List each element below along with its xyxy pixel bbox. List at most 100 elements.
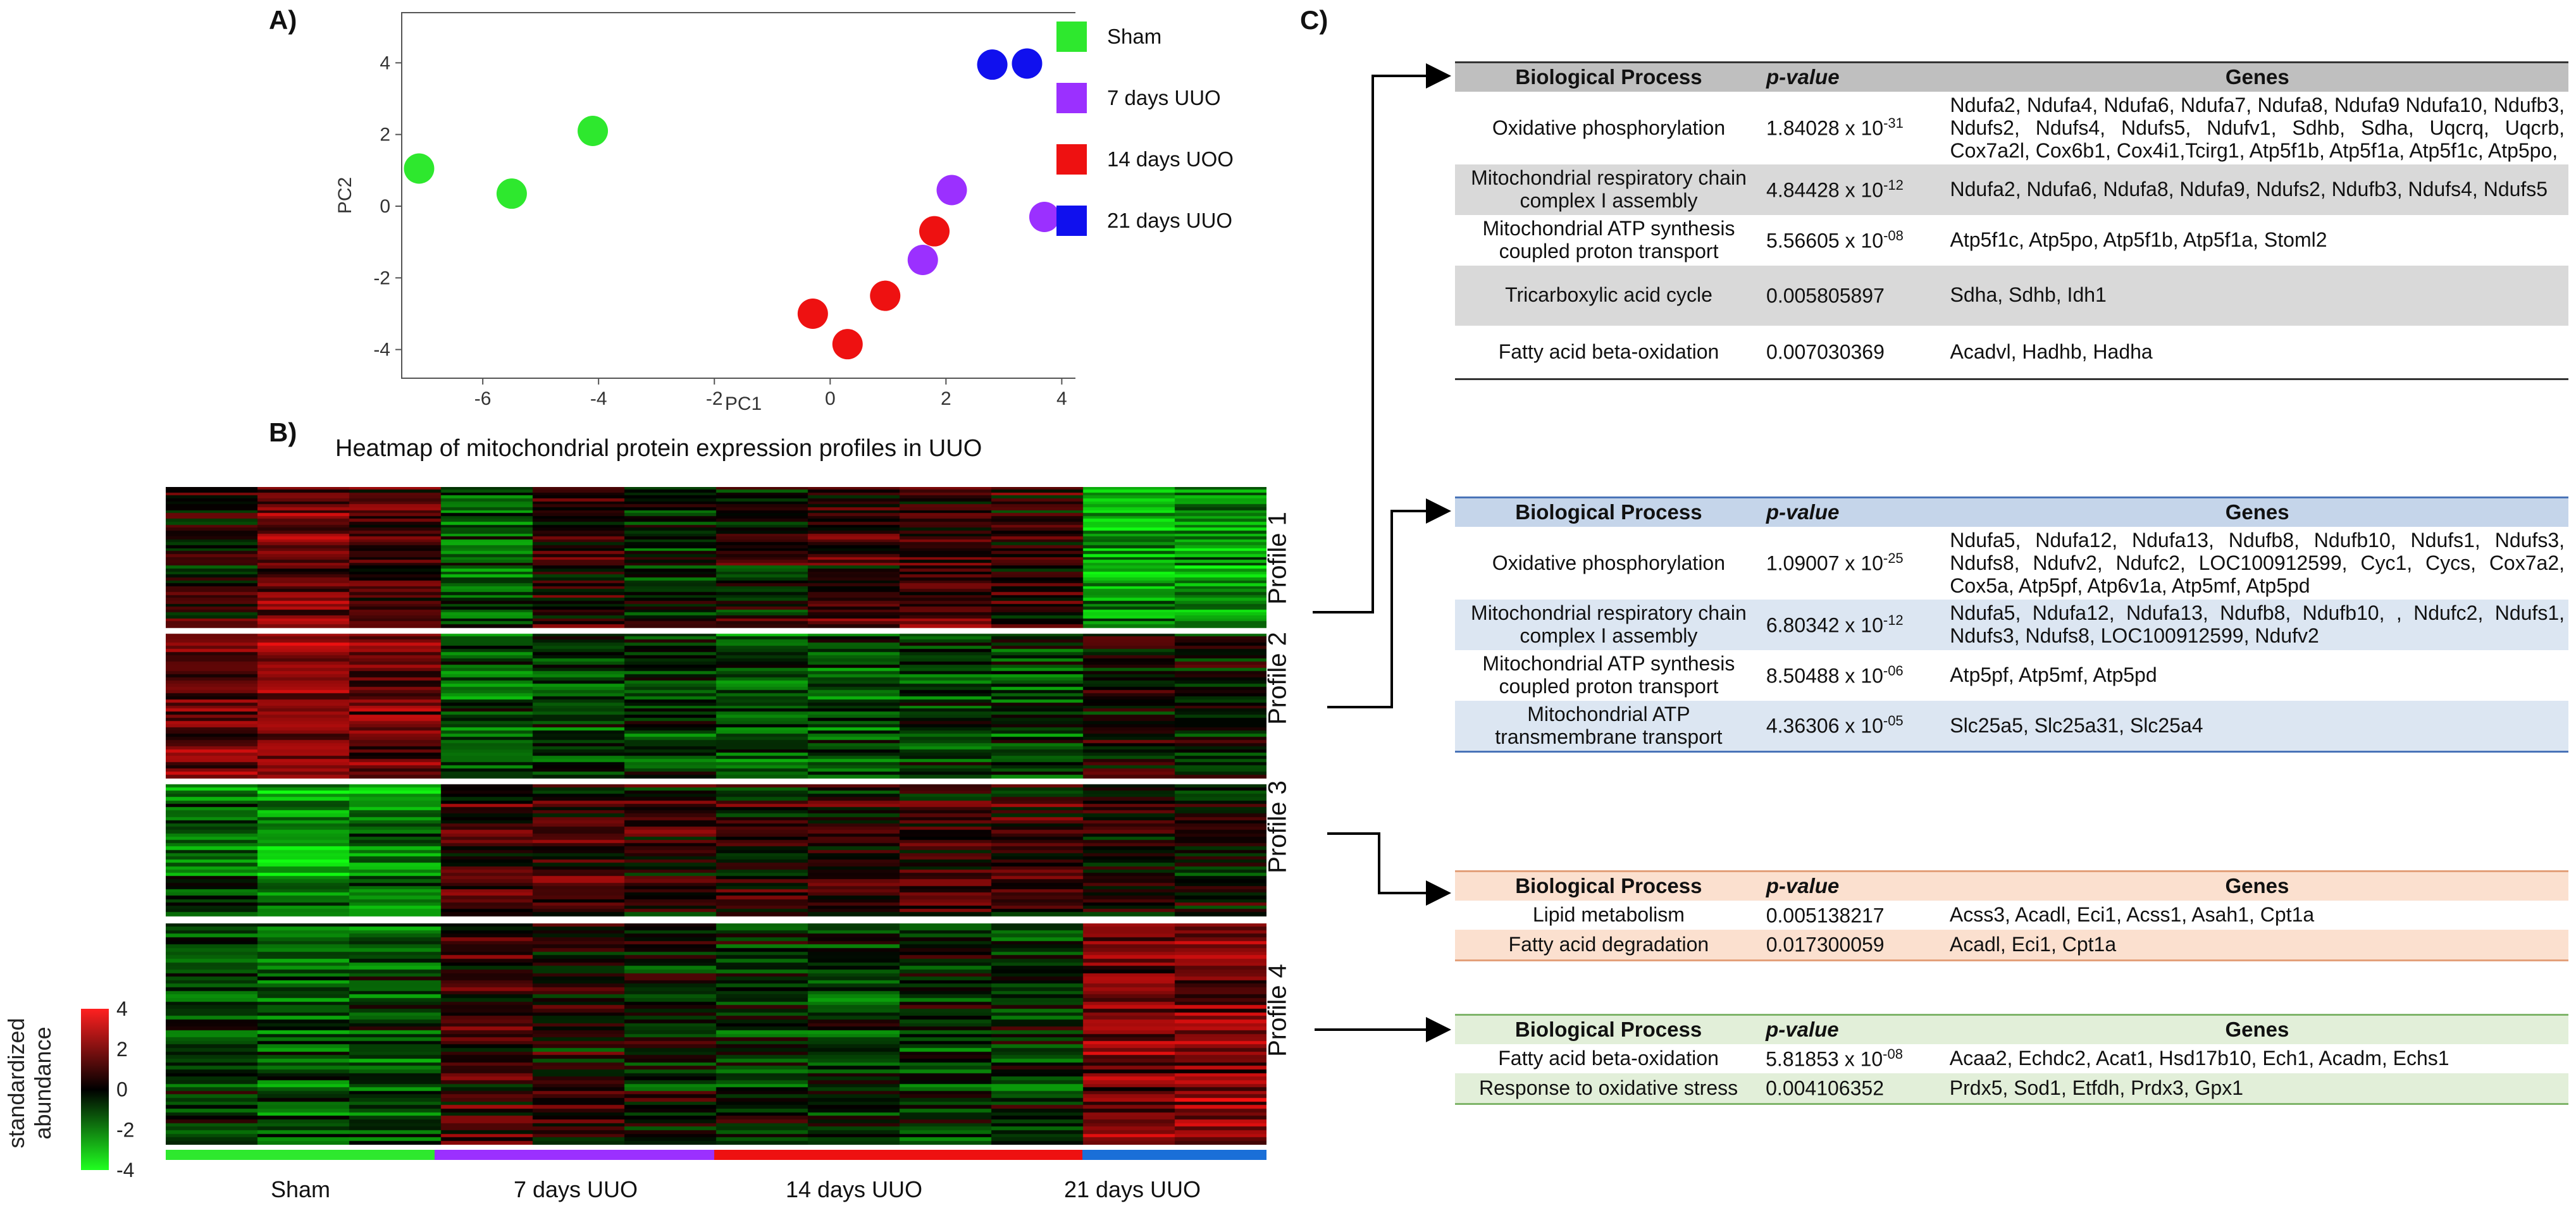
cell-genes: Atp5f1c, Atp5po, Atp5f1b, Atp5f1a, Stoml… <box>1950 228 2327 251</box>
legend-swatch <box>1056 83 1087 113</box>
table-row: Mitochondrial respiratory chain complex … <box>1455 164 2568 216</box>
header-genes: Genes <box>2225 874 2289 897</box>
cell-biological-process: Fatty acid degradation <box>1508 932 1709 956</box>
cell-biological-process: Mitochondrial ATP synthesis coupled prot… <box>1482 652 1735 698</box>
table-header: Biological Process p-value Genes <box>1455 62 2568 92</box>
x-tick-label: -6 <box>474 388 492 409</box>
header-biological-process: Biological Process <box>1515 500 1702 524</box>
go-table-profile-3: Biological Process p-value Genes Lipid m… <box>1455 870 2568 961</box>
cell-p-value: 8.50488 x 10-06 <box>1766 662 1904 687</box>
cell-p-value: 4.84428 x 10-12 <box>1766 177 1904 202</box>
cell-p-value: 5.81853 x 10-08 <box>1766 1045 1903 1071</box>
y-tick-label: -4 <box>373 340 390 361</box>
table-header: Biological Process p-value Genes <box>1455 497 2568 527</box>
colorbar-gradient <box>81 1009 109 1170</box>
cell-biological-process: Mitochondrial ATP transmembrane transpor… <box>1495 702 1723 748</box>
cell-genes: Slc25a5, Slc25a31, Slc25a4 <box>1950 713 2203 737</box>
legend-label: 21 days UUO <box>1107 209 1233 232</box>
header-genes: Genes <box>2225 65 2289 89</box>
colorbar-tick-label: 2 <box>116 1038 128 1061</box>
cell-p-value: 5.56605 x 10-08 <box>1766 227 1904 252</box>
panel-label-c: C) <box>1300 5 1328 35</box>
colorbar-tick-label: 4 <box>116 997 128 1020</box>
table-row: Oxidative phosphorylation 1.84028 x 10-3… <box>1455 91 2568 165</box>
scatter-point <box>578 116 609 146</box>
connector-profile-3 <box>1327 832 1451 906</box>
cell-p-value: 0.005805897 <box>1766 284 1885 307</box>
group-label-14d: 14 days UUO <box>785 1176 923 1202</box>
pca-scatter-plot: -6 -4 -2 0 2 4 -4 -2 0 2 4 PC1 PC2 <box>335 12 1075 411</box>
scatter-point <box>496 178 527 209</box>
table-row: Oxidative phosphorylation 1.09007 x 10-2… <box>1455 526 2568 600</box>
x-tick-label: 0 <box>825 388 836 409</box>
heatmap <box>166 487 1266 1145</box>
table-row: Mitochondrial ATP transmembrane transpor… <box>1455 700 2568 752</box>
header-p-value: p-value <box>1766 874 1840 897</box>
table-row: Mitochondrial respiratory chain complex … <box>1455 600 2568 651</box>
x-tick-label: 4 <box>1056 388 1067 409</box>
scatter-point <box>977 49 1008 80</box>
table-row: Lipid metabolism 0.005138217 Acss3, Acad… <box>1455 900 2568 930</box>
colorbar-tick-label: 0 <box>116 1078 128 1101</box>
cell-biological-process: Fatty acid beta-oxidation <box>1498 340 1719 363</box>
x-tick-label: 2 <box>941 388 951 409</box>
table-header: Biological Process p-value Genes <box>1455 871 2568 901</box>
header-p-value: p-value <box>1766 1018 1839 1041</box>
cell-biological-process: Mitochondrial respiratory chain complex … <box>1471 601 1747 648</box>
legend-item: 14 days UOO <box>1056 140 1234 178</box>
cell-genes: Ndufa2, Ndufa6, Ndufa8, Ndufa9, Ndufs2, … <box>1950 178 2548 201</box>
scatter-point <box>919 216 950 247</box>
header-p-value: p-value <box>1766 500 1840 524</box>
colorbar-tick-label: -4 <box>116 1159 134 1181</box>
scatter-point <box>907 245 938 275</box>
panel-label-b: B) <box>269 417 297 447</box>
y-tick-label: 2 <box>380 125 390 145</box>
scatter-point <box>797 299 828 329</box>
scatter-point <box>1012 48 1043 79</box>
group-bar-14d <box>714 1150 1082 1160</box>
scatter-point <box>870 280 901 311</box>
group-bar-7d <box>435 1150 714 1160</box>
cell-p-value: 0.004106352 <box>1766 1077 1884 1100</box>
panel-label-a: A) <box>269 5 297 35</box>
table-row: Fatty acid beta-oxidation 0.007030369 Ac… <box>1455 325 2568 379</box>
table-row: Tricarboxylic acid cycle 0.005805897 Sdh… <box>1455 265 2568 326</box>
cell-p-value: 1.09007 x 10-25 <box>1766 550 1904 576</box>
cell-genes: Atp5pf, Atp5mf, Atp5pd <box>1950 663 2157 686</box>
table-row: Response to oxidative stress 0.004106352… <box>1455 1073 2568 1104</box>
cell-genes: Sdha, Sdhb, Idh1 <box>1950 283 2107 307</box>
cell-biological-process: Response to oxidative stress <box>1479 1076 1738 1099</box>
cell-p-value: 0.005138217 <box>1766 904 1885 927</box>
cell-genes: Ndufa2, Ndufa4, Ndufa6, Ndufa7, Ndufa8, … <box>1950 93 2565 162</box>
x-axis-label: PC1 <box>725 393 762 411</box>
plot-frame <box>401 12 1075 379</box>
cell-p-value: 0.017300059 <box>1766 934 1885 957</box>
cell-genes: Acadvl, Hadhb, Hadha <box>1950 340 2153 363</box>
header-biological-process: Biological Process <box>1514 1018 1702 1041</box>
legend-item: 21 days UUO <box>1056 202 1232 240</box>
colorbar-title-line1: standardized <box>3 1018 29 1148</box>
y-tick-label: 4 <box>380 52 390 73</box>
cell-genes: Acaa2, Echdc2, Acat1, Hsd17b10, Ech1, Ac… <box>1949 1047 2449 1070</box>
cell-biological-process: Tricarboxylic acid cycle <box>1505 283 1712 307</box>
group-label-21d: 21 days UUO <box>1063 1176 1201 1202</box>
scatter-point <box>936 175 967 206</box>
scatter-point <box>404 153 435 184</box>
scatter-point <box>832 329 863 360</box>
go-table-profile-4: Biological Process p-value Genes Fatty a… <box>1455 1014 2568 1105</box>
x-tick-label: -2 <box>706 388 723 409</box>
cell-biological-process: Oxidative phosphorylation <box>1492 116 1726 139</box>
legend-label: 7 days UUO <box>1107 86 1221 109</box>
table-row: Mitochondrial ATP synthesis coupled prot… <box>1455 215 2568 266</box>
legend-label: 14 days UOO <box>1107 147 1234 171</box>
connector-profile-2 <box>1327 498 1451 708</box>
cell-genes: Acadl, Eci1, Cpt1a <box>1949 932 2117 956</box>
legend-item: Sham <box>1056 18 1161 56</box>
cell-p-value: 4.36306 x 10-05 <box>1766 713 1904 737</box>
cell-biological-process: Mitochondrial respiratory chain complex … <box>1471 166 1747 213</box>
table-row: Mitochondrial ATP synthesis coupled prot… <box>1455 650 2568 701</box>
legend-swatch <box>1056 22 1087 52</box>
y-tick-label: -2 <box>373 268 390 288</box>
go-table-profile-2: Biological Process p-value Genes Oxidati… <box>1455 496 2568 753</box>
heatmap-title: Heatmap of mitochondrial protein express… <box>335 435 982 462</box>
